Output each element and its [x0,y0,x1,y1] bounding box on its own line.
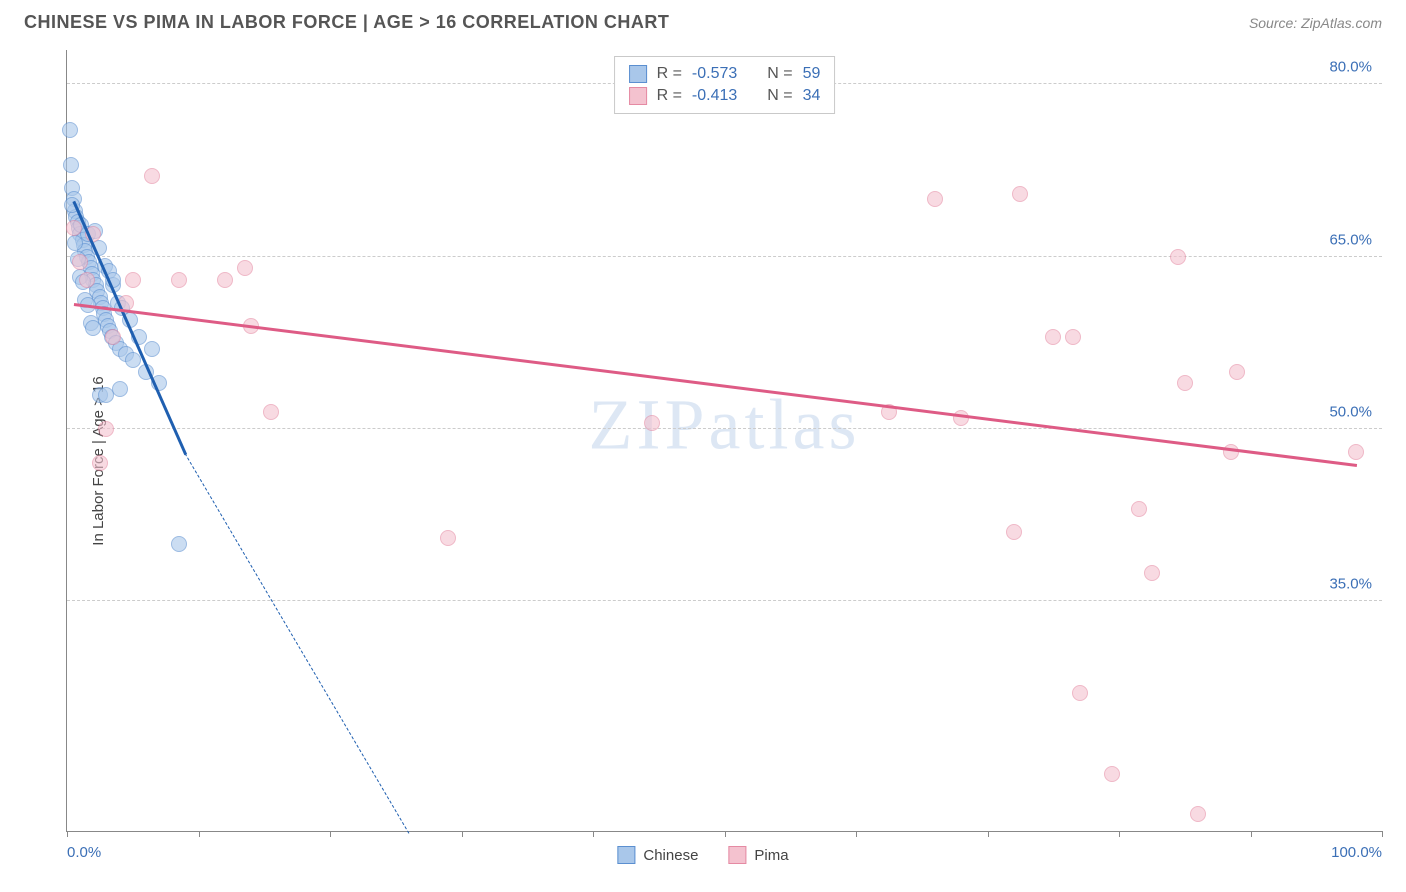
data-point [85,320,101,336]
trendline-extrapolated [185,453,410,833]
data-point [1012,186,1028,202]
x-tick [1119,831,1120,837]
legend-item: Pima [728,846,788,864]
data-point [144,341,160,357]
data-point [66,220,82,236]
trendline [73,303,1356,466]
data-point [927,191,943,207]
data-point [79,272,95,288]
legend-N-value: 34 [803,87,821,105]
data-point [1170,249,1186,265]
data-point [1223,444,1239,460]
legend-item: Chinese [617,846,698,864]
data-point [644,415,660,431]
x-tick-label: 100.0% [1331,844,1382,861]
y-tick-label: 80.0% [1329,59,1372,76]
y-tick-label: 35.0% [1329,576,1372,593]
x-tick [1251,831,1252,837]
gridline [67,428,1382,429]
legend-R-value: -0.413 [692,87,737,105]
data-point [62,122,78,138]
data-point [1045,329,1061,345]
data-point [63,157,79,173]
x-tick [988,831,989,837]
data-point [1072,685,1088,701]
x-tick [67,831,68,837]
data-point [171,536,187,552]
data-point [1229,364,1245,380]
legend-label: Chinese [643,847,698,864]
x-tick-label: 0.0% [67,844,101,861]
y-tick-label: 65.0% [1329,231,1372,248]
data-point [237,260,253,276]
data-point [1131,501,1147,517]
legend-N-label: N = [767,65,792,83]
data-point [1065,329,1081,345]
legend-label: Pima [754,847,788,864]
x-tick [199,831,200,837]
x-tick [330,831,331,837]
data-point [171,272,187,288]
legend-R-label: R = [657,87,682,105]
data-point [125,352,141,368]
data-point [144,168,160,184]
data-point [1104,766,1120,782]
data-point [1144,565,1160,581]
data-point [1190,806,1206,822]
correlation-legend: R = -0.573 N = 59 R = -0.413 N = 34 [614,56,836,114]
data-point [1006,524,1022,540]
legend-N-value: 59 [803,65,821,83]
chart-title: CHINESE VS PIMA IN LABOR FORCE | AGE > 1… [24,12,669,33]
chart-container: In Labor Force | Age > 16 ZIPatlas R =-0… [24,50,1382,872]
data-point [1177,375,1193,391]
data-point [1348,444,1364,460]
data-point [263,404,279,420]
x-tick [462,831,463,837]
legend-swatch [629,87,647,105]
legend-row: R = -0.413 N = 34 [629,85,821,107]
data-point [125,272,141,288]
series-legend: Chinese Pima [617,846,788,864]
data-point [92,455,108,471]
gridline [67,600,1382,601]
x-tick [856,831,857,837]
legend-N-label: N = [767,87,792,105]
legend-R-value: -0.573 [692,65,737,83]
legend-swatch [629,65,647,83]
chart-header: CHINESE VS PIMA IN LABOR FORCE | AGE > 1… [0,0,1406,41]
data-point [98,421,114,437]
x-tick [1382,831,1383,837]
source-label: Source: ZipAtlas.com [1249,15,1382,31]
legend-swatch [728,846,746,864]
legend-row: R = -0.573 N = 59 [629,63,821,85]
data-point [217,272,233,288]
x-tick [725,831,726,837]
data-point [72,254,88,270]
data-point [112,381,128,397]
x-tick [593,831,594,837]
data-point [105,329,121,345]
legend-swatch [617,846,635,864]
data-point [67,235,83,251]
legend-R-label: R = [657,65,682,83]
data-point [440,530,456,546]
y-tick-label: 50.0% [1329,404,1372,421]
plot-area: ZIPatlas R =-0.573N =59R =-0.413N =34 80… [66,50,1382,832]
